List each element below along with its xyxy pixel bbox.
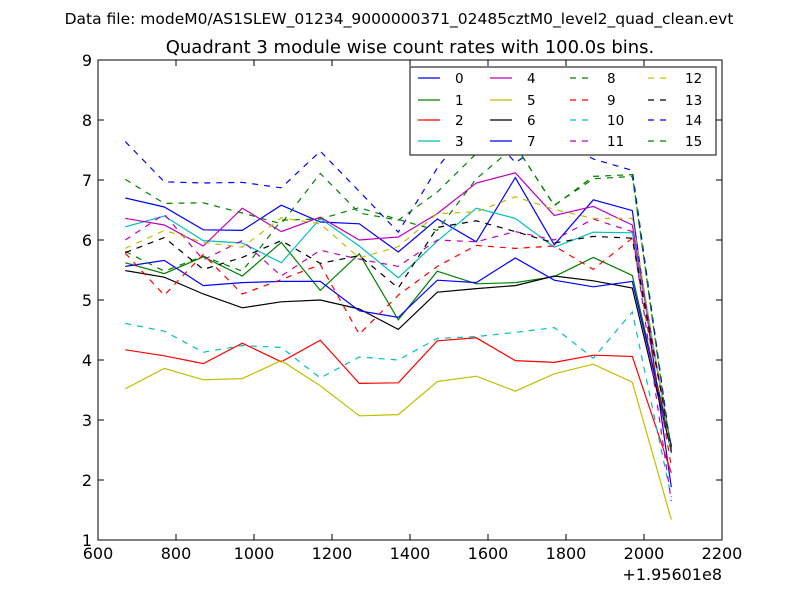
y-tick-label: 6: [82, 231, 92, 250]
y-tick-label: 7: [82, 171, 92, 190]
legend-label-8: 8: [607, 71, 616, 87]
x-tick-label: 600: [83, 544, 114, 563]
series-line-2: [125, 337, 672, 473]
series-line-5: [125, 359, 672, 520]
series-line-1: [125, 241, 672, 446]
series-line-7: [125, 257, 672, 446]
legend-label-4: 4: [527, 71, 536, 87]
x-tick-label: 1000: [234, 544, 275, 563]
series-line-4: [125, 172, 672, 450]
series-line-11: [124, 213, 672, 502]
y-tick-label: 1: [82, 531, 92, 550]
legend-label-5: 5: [527, 93, 536, 109]
x-tick-label: 800: [161, 544, 192, 563]
legend-label-14: 14: [685, 113, 702, 129]
legend-frame: [409, 66, 717, 156]
x-tick-label: 1800: [546, 544, 587, 563]
legend-label-11: 11: [607, 134, 624, 150]
suptitle: Data file: modeM0/AS1SLEW_01234_90000003…: [65, 10, 734, 29]
legend-label-0: 0: [455, 71, 464, 87]
y-tick-label: 8: [82, 111, 92, 130]
y-tick-label: 3: [82, 411, 92, 430]
series-line-8: [125, 144, 672, 454]
x-tick-label: 1200: [312, 544, 353, 563]
legend-label-13: 13: [685, 93, 702, 109]
legend-label-6: 6: [527, 113, 536, 129]
plot-lines: [124, 117, 672, 520]
x-tick-label: 2200: [702, 544, 743, 563]
series-line-3: [125, 207, 672, 449]
legend-label-15: 15: [685, 134, 702, 150]
legend-label-12: 12: [685, 71, 702, 87]
chart-title: Quadrant 3 module wise count rates with …: [166, 37, 655, 58]
y-tick-label: 4: [82, 351, 92, 370]
series-line-0: [125, 176, 672, 488]
y-tick-label: 5: [82, 291, 92, 310]
x-tick-label: 2000: [624, 544, 665, 563]
legend-label-7: 7: [527, 134, 536, 150]
x-axis: 600 800 1000 1200 1400 1600 1800 2000 2200: [83, 60, 743, 563]
x-tick-label: 1600: [468, 544, 509, 563]
legend-label-3: 3: [455, 134, 464, 150]
legend-label-9: 9: [607, 93, 616, 109]
series-line-9: [124, 237, 672, 467]
series-line-6: [125, 270, 672, 452]
series-line-13: [125, 220, 672, 448]
series-line-15: [124, 144, 672, 456]
series-line-12: [125, 196, 672, 454]
y-tick-label: 2: [82, 471, 92, 490]
legend-label-10: 10: [607, 113, 624, 129]
y-tick-label: 9: [82, 51, 92, 70]
series-line-10: [125, 310, 672, 498]
legend-label-1: 1: [455, 93, 464, 109]
x-offset-label: +1.95601e8: [622, 565, 722, 584]
x-tick-label: 1400: [390, 544, 431, 563]
legend-label-2: 2: [455, 113, 464, 129]
